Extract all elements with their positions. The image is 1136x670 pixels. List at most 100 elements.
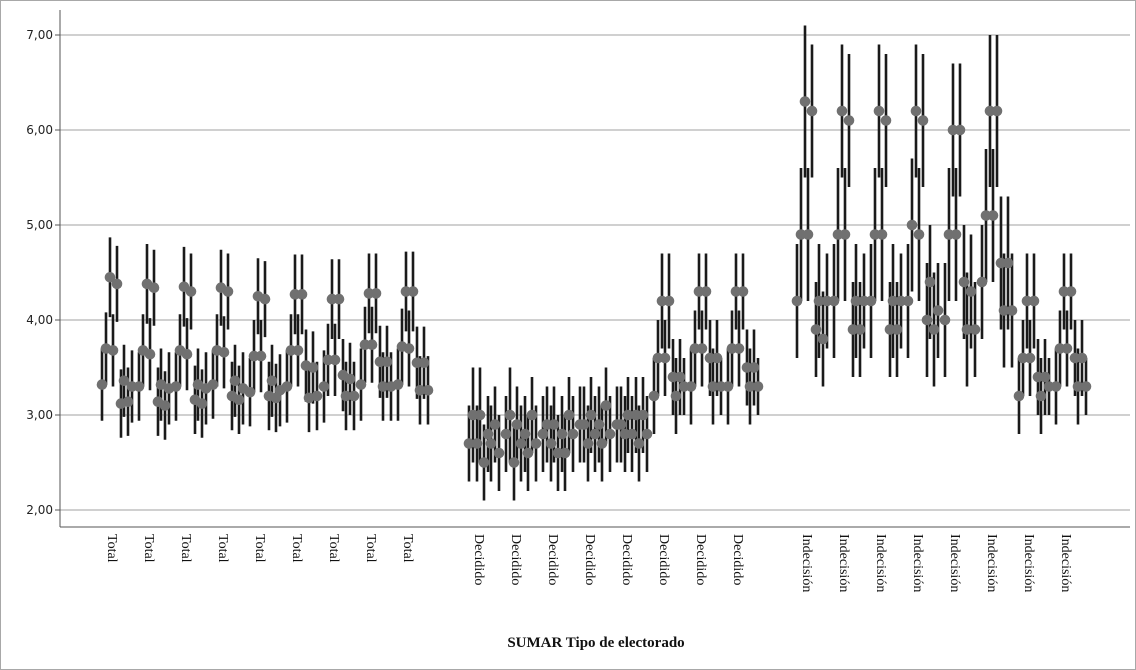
mean-point	[917, 115, 929, 126]
axes	[59, 10, 1130, 528]
mean-point	[674, 371, 686, 383]
category-cluster	[574, 367, 616, 482]
mean-point	[965, 286, 977, 297]
mean-point	[976, 276, 988, 288]
mean-point	[600, 400, 612, 411]
mean-point	[928, 324, 940, 335]
mean-point	[348, 390, 360, 402]
x-category-label: Indecisión	[1021, 534, 1036, 592]
mean-point	[567, 428, 579, 440]
category-cluster	[939, 63, 981, 387]
x-category-label: Decidido	[730, 534, 745, 585]
mean-point	[500, 428, 512, 440]
mean-point	[485, 438, 497, 449]
mean-point	[596, 438, 608, 449]
x-category-labels: Total Total Total Total Total Total Total Total…	[104, 534, 1073, 592]
mean-point	[700, 286, 712, 297]
mean-point	[474, 409, 486, 421]
category-cluster	[791, 25, 833, 387]
mean-point	[366, 339, 378, 351]
mean-point	[921, 314, 933, 326]
mean-point	[292, 345, 304, 356]
x-category-label: Total	[178, 534, 193, 563]
mean-point	[537, 428, 549, 440]
mean-point	[207, 379, 219, 390]
mean-point	[737, 286, 749, 297]
category-cluster	[96, 237, 138, 438]
mean-point	[111, 278, 123, 290]
x-category-label: Total	[289, 534, 304, 563]
x-category-label: Total	[252, 534, 267, 563]
mean-point	[508, 457, 520, 468]
category-cluster	[722, 253, 764, 425]
mean-point	[355, 379, 367, 390]
mean-point	[233, 394, 245, 406]
mean-point	[381, 356, 393, 368]
mean-point	[370, 288, 382, 299]
mean-point	[696, 343, 708, 354]
mean-point	[229, 375, 241, 387]
mean-point	[344, 373, 356, 385]
mean-point	[1072, 381, 1084, 392]
mean-point	[670, 390, 682, 402]
x-category-label: Decidido	[508, 534, 523, 585]
category-cluster	[392, 251, 434, 425]
mean-point	[950, 229, 962, 240]
mean-point	[185, 286, 197, 297]
mean-point	[392, 379, 404, 390]
mean-point	[1065, 286, 1077, 297]
mean-point	[1076, 352, 1088, 364]
mean-point	[626, 428, 638, 440]
mean-point	[340, 390, 352, 402]
mean-point	[259, 293, 271, 305]
x-category-label: Decidido	[693, 534, 708, 585]
mean-point	[913, 229, 925, 240]
x-category-label: Decidido	[619, 534, 634, 585]
category-cluster	[133, 244, 175, 440]
mean-point	[752, 381, 764, 392]
mean-point	[133, 381, 145, 392]
mean-point	[471, 438, 483, 449]
mean-point	[854, 324, 866, 335]
mean-point	[104, 271, 116, 283]
mean-point	[545, 438, 557, 449]
category-cluster	[500, 367, 542, 501]
mean-point	[589, 428, 601, 440]
x-category-label: Indecisión	[799, 534, 814, 592]
y-tick-label: 3,00	[26, 408, 53, 422]
mean-point	[1028, 295, 1040, 307]
y-tick-label: 2,00	[26, 503, 53, 517]
mean-point	[711, 352, 723, 364]
category-cluster	[463, 367, 505, 501]
y-tick-label: 4,00	[26, 313, 53, 327]
mean-point	[873, 105, 885, 117]
mean-point	[954, 124, 966, 136]
y-tick-label: 5,00	[26, 218, 53, 232]
mean-point	[593, 419, 605, 430]
mean-point	[891, 324, 903, 335]
x-category-label: Decidido	[471, 534, 486, 585]
mean-point	[504, 409, 516, 421]
mean-point	[585, 409, 597, 421]
category-cluster	[828, 44, 870, 377]
mean-point	[850, 295, 862, 307]
mean-point	[333, 293, 345, 305]
x-category-label: Total	[104, 534, 119, 563]
mean-point	[733, 343, 745, 354]
mean-point	[939, 314, 951, 326]
mean-point	[548, 419, 560, 430]
mean-point	[1024, 352, 1036, 364]
mean-point	[924, 276, 936, 288]
mean-point	[663, 295, 675, 307]
category-cluster	[318, 259, 360, 431]
mean-point	[707, 381, 719, 392]
mean-point	[958, 276, 970, 288]
mean-point	[799, 96, 811, 107]
x-axis-title: SUMAR Tipo de electorado	[507, 635, 684, 651]
mean-point	[813, 295, 825, 307]
mean-point	[526, 409, 538, 421]
x-category-label: Indecisión	[836, 534, 851, 592]
mean-point	[1080, 381, 1092, 392]
mean-point	[155, 379, 167, 390]
